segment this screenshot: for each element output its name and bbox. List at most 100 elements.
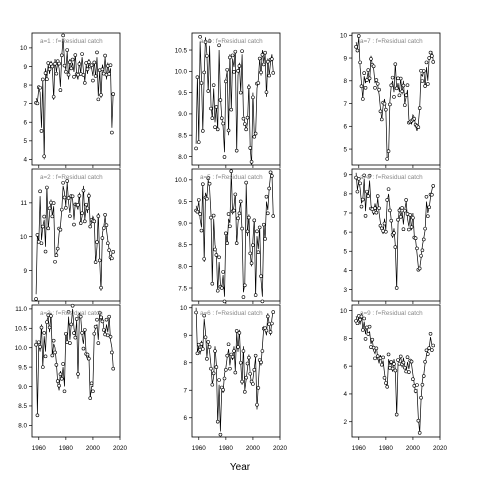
data-point: [361, 328, 365, 332]
data-point: [404, 198, 408, 202]
data-point: [255, 402, 259, 407]
data-point: [58, 88, 63, 92]
data-point: [421, 237, 426, 242]
data-point: [214, 365, 219, 369]
data-point: [81, 188, 86, 193]
y-tick-label: 10: [340, 33, 348, 40]
data-point: [393, 368, 398, 373]
data-point: [384, 230, 388, 234]
data-point: [104, 317, 109, 322]
y-tick-label: 9: [23, 268, 27, 275]
data-point: [423, 84, 427, 88]
data-point: [59, 53, 64, 58]
data-point: [382, 376, 387, 380]
data-point: [362, 71, 366, 75]
data-point: [226, 212, 231, 216]
data-point: [369, 57, 373, 61]
data-point: [73, 53, 78, 57]
data-point: [255, 229, 259, 234]
data-point: [78, 314, 83, 319]
data-point: [361, 197, 365, 202]
data-point: [69, 322, 74, 327]
panel-7: 8.0 8.5 9.0 9.5 10.0 10.5 11.0 1960 1980 2000 2020…: [15, 303, 127, 452]
data-point: [402, 208, 407, 213]
data-point: [243, 390, 247, 394]
panel-frame: [31, 304, 121, 438]
data-point: [363, 86, 368, 90]
data-point: [421, 69, 426, 73]
data-point: [196, 140, 201, 144]
data-point: [390, 75, 395, 80]
data-point: [207, 345, 212, 349]
data-point: [409, 225, 414, 229]
data-point: [267, 73, 271, 78]
data-point: [106, 241, 110, 246]
y-tick-label: 10.0: [175, 177, 188, 184]
data-point: [355, 48, 360, 53]
data-point: [411, 377, 415, 382]
data-point: [253, 353, 258, 358]
panel-8: 6 7 8 9 10 1960 1980 2000 2020 a=6 : f=Residual c…: [180, 304, 287, 452]
data-point: [50, 64, 55, 69]
data-point: [428, 331, 433, 336]
data-point: [205, 54, 209, 58]
data-point: [236, 216, 240, 221]
data-point: [99, 285, 103, 290]
data-point: [57, 383, 61, 388]
data-point: [405, 83, 410, 87]
data-point: [91, 389, 95, 394]
data-point: [107, 248, 111, 253]
data-point: [100, 67, 105, 72]
data-point: [229, 107, 234, 112]
data-point: [215, 127, 220, 132]
data-point: [57, 61, 61, 66]
data-point: [363, 214, 368, 218]
data-point: [377, 206, 381, 211]
data-point: [420, 248, 425, 253]
data-point: [249, 261, 254, 266]
data-point: [373, 356, 377, 361]
data-point: [195, 351, 200, 356]
data-point: [385, 384, 390, 389]
data-point: [419, 253, 423, 258]
data-point: [356, 177, 361, 181]
data-point: [426, 352, 430, 356]
data-point: [263, 50, 267, 55]
data-point: [96, 341, 101, 345]
data-point: [247, 85, 251, 90]
data-point: [413, 236, 418, 240]
data-point: [209, 106, 213, 111]
data-point: [423, 226, 427, 231]
data-point: [375, 81, 380, 86]
data-point: [243, 283, 247, 288]
data-point: [401, 83, 406, 88]
data-point: [59, 376, 64, 381]
data-point: [252, 218, 257, 223]
data-point: [221, 121, 225, 126]
data-point: [51, 201, 56, 205]
data-point: [388, 102, 392, 107]
data-point: [240, 379, 244, 384]
data-point: [401, 360, 406, 365]
data-point: [426, 82, 430, 86]
data-point: [363, 337, 368, 341]
data-point: [42, 331, 46, 335]
y-tick-label: 9.5: [178, 199, 187, 206]
data-point: [407, 227, 411, 232]
data-point: [201, 347, 205, 351]
data-point: [389, 218, 394, 223]
y-tick-label: 6: [23, 120, 27, 127]
data-point: [70, 194, 75, 199]
data-point: [232, 208, 236, 213]
data-point: [224, 368, 228, 372]
panel-4: 9 10 11 a=2 : f=Residual catch: [20, 168, 121, 304]
x-tick-label: 1960: [352, 445, 367, 452]
data-point: [240, 49, 244, 53]
data-point: [219, 286, 224, 290]
data-point: [87, 356, 91, 361]
data-point: [35, 101, 40, 106]
data-point: [237, 331, 242, 335]
data-point: [409, 359, 414, 364]
data-point: [367, 324, 372, 329]
data-point: [206, 176, 211, 181]
